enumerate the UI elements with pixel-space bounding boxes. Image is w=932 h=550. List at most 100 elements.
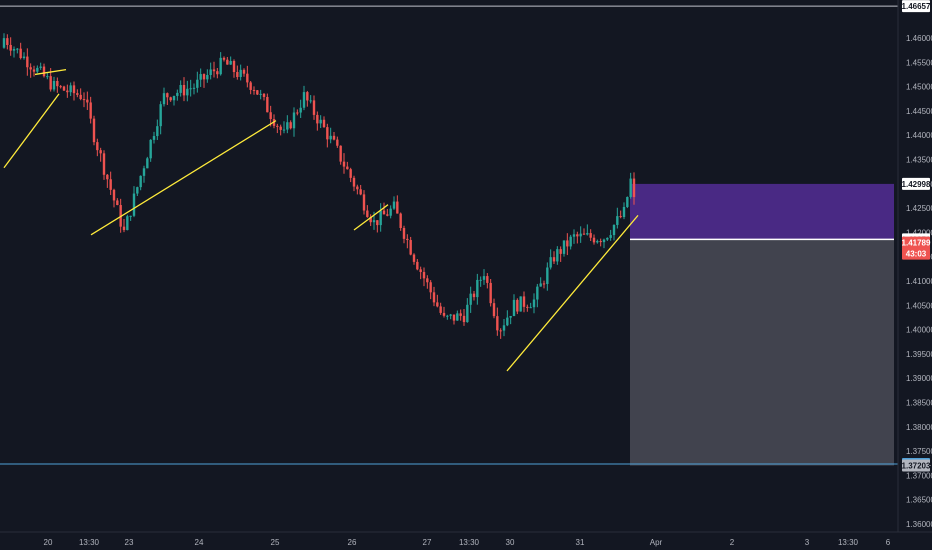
candle-body [432, 292, 436, 303]
candle-body [586, 233, 589, 235]
candle-body [292, 112, 296, 129]
candle-body [39, 66, 42, 68]
candle-body [96, 142, 99, 151]
time-tick-label: 13:30 [459, 538, 480, 547]
price-tick-label: 1.42500 [906, 204, 932, 213]
horizontal-lines[interactable] [0, 5, 898, 465]
price-badge-bg [902, 247, 930, 260]
candle-body [299, 107, 302, 113]
price-axis[interactable]: 1.46000 1.45500 1.45000 1.44500 1.44000 1.435… [906, 34, 932, 529]
candle-body [309, 100, 312, 102]
candle-body [252, 89, 256, 91]
trendline-2[interactable] [90, 120, 277, 236]
candle-body [109, 179, 112, 190]
trendline-1[interactable] [34, 68, 67, 76]
candle-body [346, 166, 349, 170]
price-tick-label: 1.45500 [906, 58, 932, 67]
position-tool[interactable] [630, 183, 894, 466]
candle-body [379, 210, 382, 226]
candle-body [399, 213, 402, 229]
candle-body [9, 44, 12, 51]
candle-body [452, 314, 456, 321]
candle-body [166, 93, 169, 98]
candle-body [202, 74, 206, 80]
candle-body [49, 76, 52, 90]
candle-body [559, 249, 562, 254]
price-tick-label: 1.37500 [906, 447, 932, 456]
candle-body [592, 237, 596, 243]
candle-body [576, 234, 579, 237]
candle-body [382, 210, 386, 215]
price-badge-bg [902, 0, 930, 13]
price-tick-label: 1.36000 [906, 520, 932, 529]
candle-body [162, 93, 166, 105]
candle-body [522, 296, 526, 307]
time-tick-label: 31 [576, 538, 585, 547]
candle-body [609, 235, 612, 238]
candle-body [356, 186, 359, 190]
stop-loss-zone[interactable] [630, 239, 894, 466]
trendline-0[interactable] [3, 93, 60, 169]
candle-body [412, 254, 416, 262]
candle-body [69, 85, 72, 93]
price-badges: 1.466571.429981.418561.4178943:031.37234… [902, 0, 931, 472]
candle-body [312, 100, 316, 115]
candle-body [506, 317, 509, 326]
profit-zone[interactable] [630, 183, 894, 240]
candle-body [532, 299, 536, 308]
candle-body [409, 240, 412, 255]
time-tick-label: 3 [805, 538, 810, 547]
candle-body [589, 233, 592, 238]
price-badge: 1.41789 [902, 236, 931, 249]
candle-body [539, 283, 542, 287]
candle-body [262, 93, 266, 97]
candle-body [209, 69, 212, 75]
candle-body [329, 135, 332, 140]
price-tick-label: 1.40000 [906, 326, 932, 335]
price-badge: 1.42998 [902, 177, 931, 190]
candle-body [32, 69, 36, 72]
candle-body [2, 38, 6, 48]
candle-body [86, 99, 89, 103]
candle-body [352, 177, 356, 187]
trendline-4[interactable] [506, 214, 639, 372]
candle-body [542, 283, 546, 285]
price-tick-label: 1.40500 [906, 301, 932, 310]
candle-body [482, 276, 486, 280]
candle-body [246, 73, 249, 83]
price-tick-label: 1.46000 [906, 34, 932, 43]
candle-body [156, 126, 159, 137]
price-tick-label: 1.39500 [906, 350, 932, 359]
trendline-3[interactable] [353, 204, 389, 231]
candle-body [46, 76, 49, 78]
candle-body [429, 282, 432, 293]
candle-body [62, 86, 66, 91]
candle-body [466, 304, 469, 323]
price-tick-label: 1.44000 [906, 131, 932, 140]
candle-body [536, 286, 539, 300]
candle-body [602, 239, 606, 243]
time-tick-label: 6 [886, 538, 891, 547]
price-badge-label: 1.46657 [902, 2, 931, 11]
candle-body [626, 197, 629, 207]
candle-body [152, 136, 156, 140]
candle-body [6, 38, 9, 45]
price-badge-label: 1.41789 [902, 239, 931, 248]
candle-body [632, 178, 636, 198]
price-tick-label: 1.38500 [906, 399, 932, 408]
candle-body [249, 82, 252, 90]
candle-body [149, 139, 152, 159]
candle-body [279, 126, 282, 130]
candle-body [446, 315, 449, 317]
candle-body [242, 69, 246, 74]
time-tick-label: 25 [271, 538, 280, 547]
candle-body [196, 79, 199, 88]
candle-body [216, 71, 219, 75]
candle-body [616, 216, 619, 225]
time-tick-label: Apr [650, 538, 663, 547]
trendlines[interactable] [3, 68, 639, 372]
candle-body [359, 189, 362, 195]
candle-body [449, 314, 452, 316]
time-axis[interactable]: 20 13:30 23 24 25 26 27 13:30 30 31 Apr 2 3 13:30 6 [44, 538, 891, 547]
